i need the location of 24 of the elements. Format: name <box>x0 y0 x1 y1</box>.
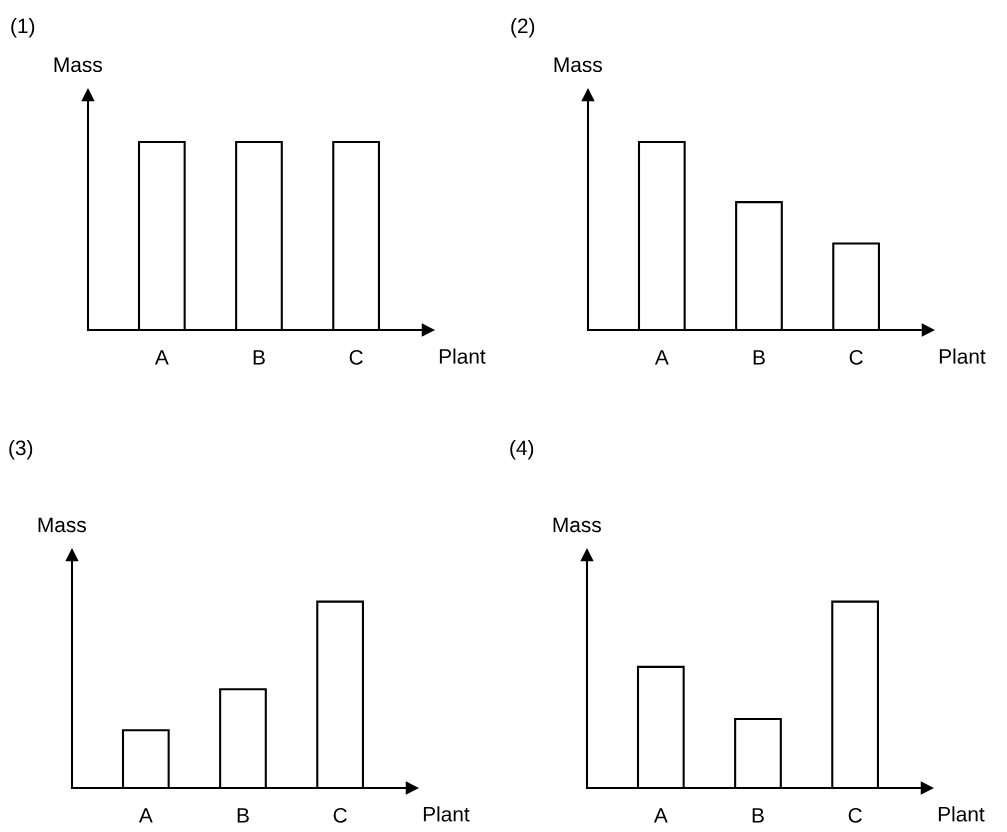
x-axis-title: Plant <box>939 348 986 364</box>
x-tick-label: A <box>654 350 669 365</box>
x-axis-title: Plant <box>423 806 470 822</box>
y-axis-title: Mass <box>54 57 102 73</box>
x-tick-label: C <box>349 349 363 365</box>
chart-title: (2) <box>511 18 535 38</box>
x-tick-label: C <box>848 807 862 823</box>
x-tick-label: A <box>138 808 153 823</box>
x-tick-label: B <box>753 350 765 365</box>
y-axis-title: Mass <box>38 517 86 533</box>
x-tick-label: B <box>752 808 764 823</box>
y-axis-title: Mass <box>553 517 601 533</box>
x-tick-label: A <box>154 350 169 365</box>
chart-title: (4) <box>510 440 534 460</box>
y-axis-title: Mass <box>554 57 602 73</box>
x-tick-label: C <box>849 349 863 365</box>
x-axis-title: Plant <box>938 806 985 822</box>
x-tick-label: C <box>333 807 347 823</box>
chart-title: (1) <box>11 18 35 38</box>
chart-title: (3) <box>9 440 33 460</box>
x-tick-label: B <box>253 350 265 365</box>
x-axis-title: Plant <box>439 348 486 364</box>
x-tick-label: B <box>237 808 249 823</box>
x-tick-label: A <box>653 808 668 823</box>
